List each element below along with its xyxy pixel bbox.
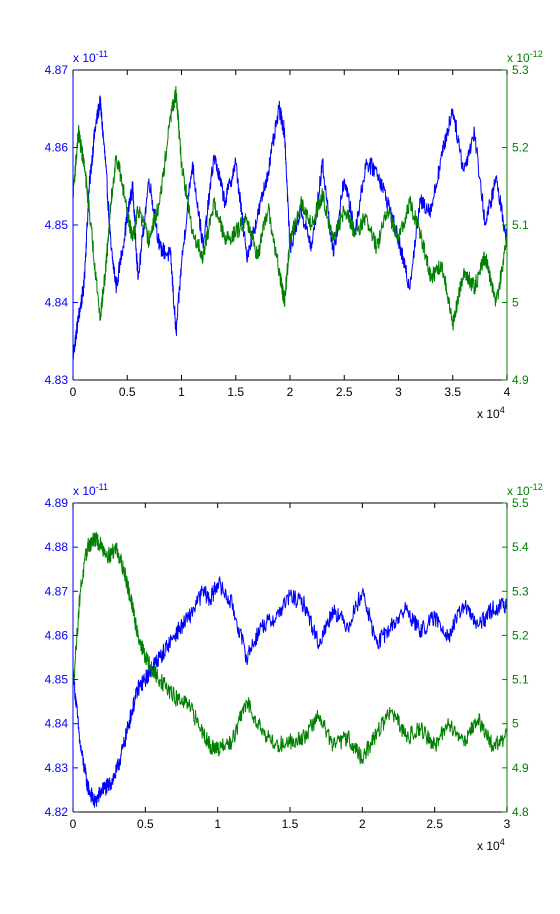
x-tick-label: 1: [178, 385, 185, 399]
chart-1: 0 0.5 1 1.5 2 2.5 3 3.5 4 4.83 4.84 4.85 4.86 4.87 4.9…: [45, 63, 529, 399]
y-right-tick-label: 5.3: [512, 584, 529, 598]
y-right-tick-label: 5.2: [512, 141, 529, 155]
x-exponent-label: x 104: [477, 405, 505, 421]
x-tick-label: 3.5: [444, 385, 461, 399]
y-right-tick-label: 5: [512, 717, 519, 731]
x-tick-label: 3: [504, 817, 511, 831]
y-right-tick-label: 5: [512, 296, 519, 310]
y-left-tick-label: 4.89: [45, 496, 69, 510]
x-tick-label: 1.5: [282, 817, 299, 831]
y-left-exponent-label: x 10-11: [73, 482, 108, 498]
x-exponent-label: x 104: [477, 837, 505, 853]
chart-2: 0 0.5 1 1.5 2 2.5 34.824.834.844.854.864.874.8…: [45, 496, 529, 831]
y-left-tick-label: 4.86: [45, 141, 69, 155]
y-right-tick-label: 5.1: [512, 218, 529, 232]
x-tick-label: 2: [287, 385, 294, 399]
y-left-tick-label: 4.86: [45, 628, 69, 642]
y-right-tick-label: 4.8: [512, 805, 529, 819]
x-tick-label: 2.5: [426, 817, 443, 831]
x-tick-label: 2.5: [336, 385, 353, 399]
y-left-tick-label: 4.84: [45, 296, 69, 310]
x-tick-label: 0.5: [119, 385, 136, 399]
x-tick-label: 3: [395, 385, 402, 399]
y-left-tick-label: 4.83: [45, 373, 69, 387]
x-tick-label: 1.5: [227, 385, 244, 399]
y-left-tick-label: 4.87: [45, 584, 69, 598]
y-right-tick-label: 5.1: [512, 673, 529, 687]
y-right-tick-label: 5.3: [512, 63, 529, 77]
y-left-tick-label: 4.83: [45, 761, 69, 775]
y-right-exponent-label: x 10-12: [507, 482, 543, 498]
y-left-tick-label: 4.87: [45, 63, 69, 77]
y-left-tick-label: 4.85: [45, 673, 69, 687]
y-right-tick-label: 4.9: [512, 761, 529, 775]
y-right-tick-label: 5.5: [512, 496, 529, 510]
x-tick-label: 0.5: [137, 817, 154, 831]
y-left-exponent-label: x 10-11: [73, 49, 108, 65]
series-line-left: [72, 575, 508, 808]
x-tick-label: 0: [70, 385, 77, 399]
x-tick-label: 1: [214, 817, 221, 831]
x-tick-label: 2: [359, 817, 366, 831]
series-line-left: [72, 95, 508, 360]
y-right-tick-label: 4.9: [512, 373, 529, 387]
y-left-tick-label: 4.84: [45, 717, 69, 731]
series-line-right: [72, 531, 508, 765]
x-tick-label: 4: [504, 385, 511, 399]
y-left-tick-label: 4.85: [45, 218, 69, 232]
x-tick-label: 0: [70, 817, 77, 831]
series-line-right: [72, 85, 508, 331]
y-right-exponent-label: x 10-12: [507, 49, 543, 65]
y-right-tick-label: 5.4: [512, 540, 529, 554]
y-right-tick-label: 5.2: [512, 628, 529, 642]
y-left-tick-label: 4.82: [45, 805, 69, 819]
y-left-tick-label: 4.88: [45, 540, 69, 554]
